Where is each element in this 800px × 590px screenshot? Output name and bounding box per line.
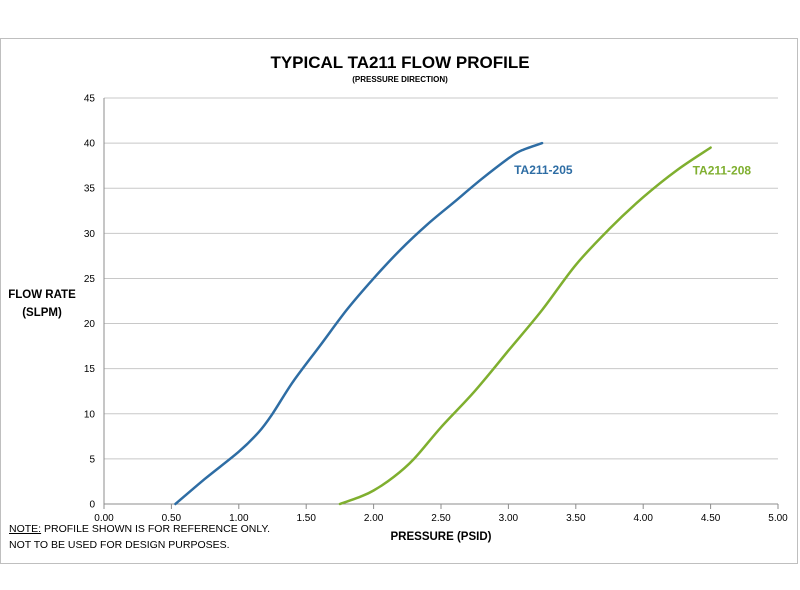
x-tick-labels: 0.00 0.50 1.00 1.50 2.00 2.50 3.00 3.50 4.00 4.50…	[94, 513, 788, 524]
y-tick-label-10: 10	[84, 409, 96, 420]
y-axis-label-line1: FLOW RATE	[8, 289, 76, 301]
y-tick-label-5: 5	[89, 454, 95, 465]
note-line2: NOT TO BE USED FOR DESIGN PURPOSES.	[9, 539, 230, 551]
series-line-ta211-205	[174, 141, 544, 506]
y-tick-label-15: 15	[84, 364, 96, 375]
series-label-ta211-205: TA211-205	[514, 163, 573, 177]
y-tick-label-20: 20	[84, 319, 96, 330]
y-tick-label-40: 40	[84, 139, 96, 150]
axes	[103, 98, 779, 509]
chart-subtitle: (PRESSURE DIRECTION)	[352, 75, 448, 84]
x-tick-label-3.50: 3.50	[566, 513, 586, 524]
note-line2-text: NOT TO BE USED FOR DESIGN PURPOSES.	[9, 539, 230, 551]
x-tick-label-1.50: 1.50	[296, 513, 316, 524]
y-tick-label-45: 45	[84, 94, 96, 105]
x-tick-label-4.00: 4.00	[633, 513, 653, 524]
y-axis-label-line2: (SLPM)	[22, 307, 62, 319]
x-tick-label-1.00: 1.00	[229, 513, 249, 524]
x-tick-label-2.00: 2.00	[364, 513, 384, 524]
x-axis-label: PRESSURE (PSID)	[391, 531, 492, 543]
series-label-ta211-208: TA211-208	[693, 164, 752, 178]
chart-title: TYPICAL TA211 FLOW PROFILE	[270, 53, 529, 72]
x-tick-label-0.50: 0.50	[162, 513, 182, 524]
x-tick-label-3.00: 3.00	[499, 513, 519, 524]
gridlines	[104, 97, 778, 460]
y-tick-label-0: 0	[89, 500, 95, 511]
y-tick-label-30: 30	[84, 229, 96, 240]
note-label: NOTE:	[9, 523, 42, 535]
note-line1: NOTE: PROFILE SHOWN IS FOR REFERENCE ONL…	[9, 523, 270, 535]
x-tick-label-0.00: 0.00	[94, 513, 114, 524]
y-tick-label-35: 35	[84, 184, 96, 195]
x-tick-label-2.50: 2.50	[431, 513, 451, 524]
note-line1-text: PROFILE SHOWN IS FOR REFERENCE ONLY.	[41, 523, 270, 535]
x-tick-label-5.00: 5.00	[768, 513, 788, 524]
series-line-ta211-208	[338, 146, 712, 506]
chart-frame	[0, 38, 798, 564]
series-group: TA211-205 TA211-208	[174, 141, 752, 506]
x-tick-label-4.50: 4.50	[701, 513, 721, 524]
y-tick-label-25: 25	[84, 274, 96, 285]
y-tick-labels: 0 5 10 15 20 25 30 35 40 45	[84, 94, 96, 511]
